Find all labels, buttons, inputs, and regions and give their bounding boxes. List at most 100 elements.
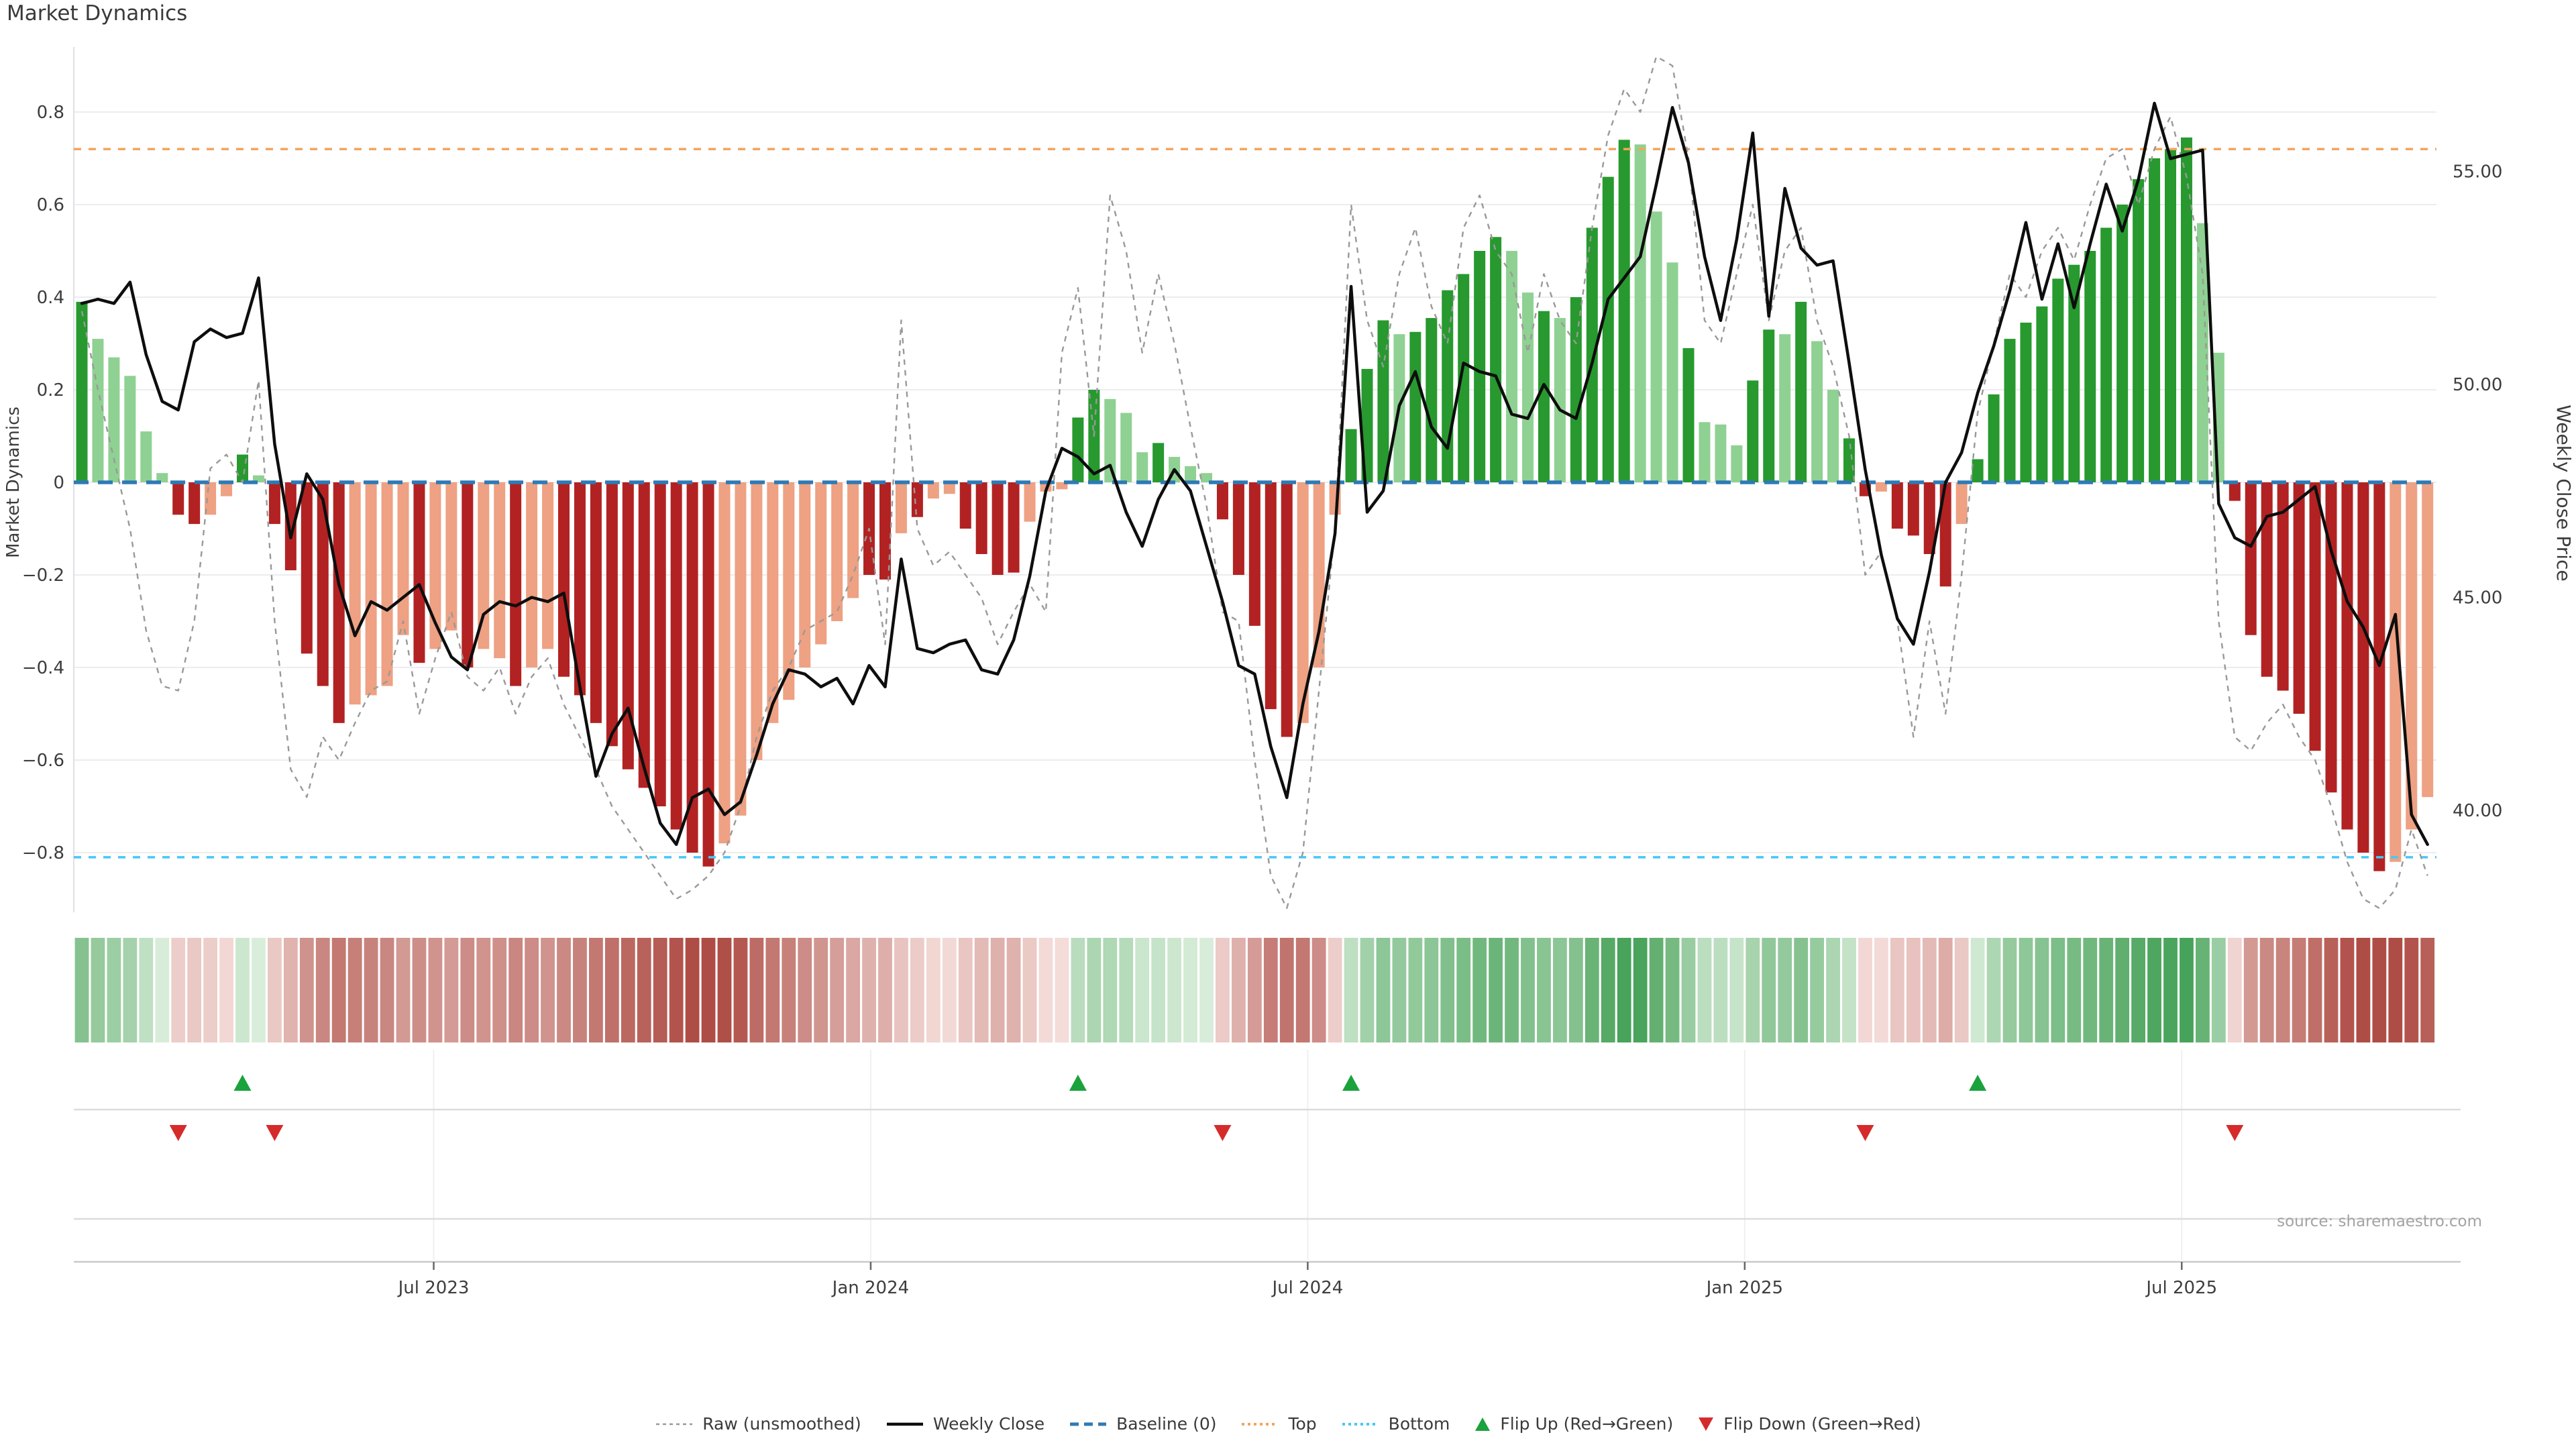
raw-line-swatch [656, 1423, 693, 1425]
heatmap-cell [2243, 938, 2258, 1042]
right-tick-label: 40.00 [2453, 801, 2502, 821]
heatmap-cell [1906, 938, 1921, 1042]
flip-up-marker-icon [233, 1075, 252, 1091]
oscillator-bar [1827, 390, 1839, 482]
flip-down-marker-icon [1856, 1125, 1874, 1141]
heatmap-cell [460, 938, 475, 1042]
oscillator-bar [1955, 482, 1968, 525]
oscillator-bar [590, 482, 602, 723]
heatmap-cell [926, 938, 941, 1042]
heatmap-cell [1762, 938, 1776, 1042]
x-tick-label: Jul 2025 [2145, 1278, 2217, 1298]
oscillator-bar [831, 482, 843, 621]
oscillator-bar [1843, 438, 1855, 482]
oscillator-bar [2293, 482, 2305, 714]
heatmap-cell [525, 938, 539, 1042]
oscillator-bar [1152, 443, 1165, 482]
oscillator-bar [1795, 301, 1807, 482]
heatmap-cell [203, 938, 217, 1042]
heatmap-cell [2051, 938, 2065, 1042]
oscillator-bar [1891, 482, 1903, 529]
heatmap-cell [782, 938, 796, 1042]
heatmap-cell [1472, 938, 1487, 1042]
heatmap-cell [1279, 938, 1294, 1042]
oscillator-bar [140, 431, 152, 482]
heatmap-cell [1826, 938, 1840, 1042]
heatmap-cell [283, 938, 298, 1042]
oscillator-bar [1458, 274, 1470, 482]
heatmap-cell [541, 938, 555, 1042]
legend-item: Baseline (0) [1069, 1414, 1216, 1434]
heatmap-cell [299, 938, 314, 1042]
heatmap-cell [1954, 938, 1969, 1042]
heatmap-cell [315, 938, 330, 1042]
oscillator-bar [1634, 144, 1646, 483]
oscillator-bar [1474, 251, 1486, 482]
left-tick-label: 0.8 [37, 103, 64, 123]
legend-item: Flip Up (Red→Green) [1474, 1414, 1673, 1434]
oscillator-bar [2229, 482, 2241, 501]
heatmap-cell [557, 938, 571, 1042]
oscillator-bar [2100, 227, 2112, 482]
right-tick-label: 45.00 [2453, 588, 2502, 608]
heatmap-cell [331, 938, 346, 1042]
oscillator-bar [2196, 223, 2208, 482]
oscillator-bar [2068, 264, 2080, 482]
oscillator-bar [1988, 394, 2000, 482]
oscillator-bar [767, 482, 779, 723]
oscillator-bar [429, 482, 441, 649]
heatmap-cell [1537, 938, 1551, 1042]
heatmap-cell [1022, 938, 1037, 1042]
heatmap-cell [1649, 938, 1664, 1042]
left-axis-title: Market Dynamics [3, 407, 23, 558]
heatmap-cell [1970, 938, 1985, 1042]
heatmap-cell [990, 938, 1005, 1042]
heatmap-cell [1633, 938, 1648, 1042]
x-tick-label: Jan 2024 [831, 1278, 910, 1298]
oscillator-bar [2309, 482, 2321, 751]
top-threshold-swatch [1242, 1422, 1279, 1426]
heatmap-cell [1713, 938, 1728, 1042]
heatmap-cell [1328, 938, 1342, 1042]
oscillator-bar [1570, 297, 1582, 482]
oscillator-bar [494, 482, 506, 659]
heatmap-cell [364, 938, 378, 1042]
heatmap-cell [1183, 938, 1197, 1042]
oscillator-bar [1763, 329, 1775, 482]
oscillator-bar [1907, 482, 1919, 536]
oscillator-bar [252, 475, 264, 482]
right-tick-label: 50.00 [2453, 375, 2502, 395]
right-tick-label: 55.00 [2453, 162, 2502, 182]
heatmap-cell [1681, 938, 1696, 1042]
heatmap-cell [621, 938, 635, 1042]
heatmap-cell [1874, 938, 1888, 1042]
heatmap-cell [1553, 938, 1567, 1042]
oscillator-bar [1232, 482, 1244, 575]
oscillator-bar [478, 482, 490, 649]
oscillator-bar [2020, 322, 2032, 482]
heatmap-cell [669, 938, 684, 1042]
oscillator-bar [1699, 422, 1711, 482]
oscillator-bar [2052, 278, 2064, 482]
oscillator-bar [654, 482, 666, 806]
oscillator-bar [638, 482, 650, 788]
heatmap-cell [1665, 938, 1680, 1042]
oscillator-bar [2341, 482, 2353, 830]
heatmap-cell [1617, 938, 1631, 1042]
heatmap-cell [155, 938, 170, 1042]
heatmap-cell [508, 938, 523, 1042]
legend-label: Bottom [1388, 1414, 1450, 1434]
heatmap-cell [2356, 938, 2371, 1042]
oscillator-bar [526, 482, 538, 667]
oscillator-bar [301, 482, 313, 654]
heatmap-cell [1585, 938, 1599, 1042]
left-tick-label: −0.8 [22, 843, 64, 863]
oscillator-bar [2004, 339, 2016, 482]
oscillator-bar [172, 482, 184, 515]
left-tick-label: 0.2 [37, 380, 64, 400]
heatmap-cell [2115, 938, 2130, 1042]
heatmap-cell [1055, 938, 1069, 1042]
heatmap-cell [347, 938, 362, 1042]
heatmap-cell [1263, 938, 1278, 1042]
